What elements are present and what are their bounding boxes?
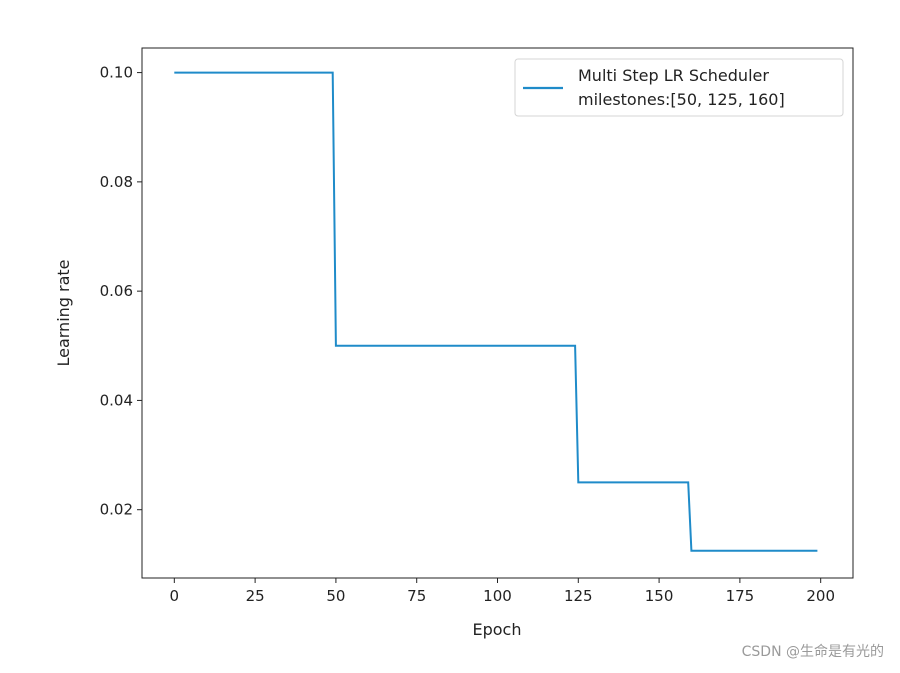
x-tick-label: 0 xyxy=(170,587,180,605)
x-axis-label: Epoch xyxy=(473,620,522,639)
x-tick-label: 50 xyxy=(326,587,345,605)
series-layer xyxy=(174,71,818,552)
y-tick-label: 0.08 xyxy=(100,173,133,191)
x-tick-label: 100 xyxy=(483,587,512,605)
x-tick-label: 175 xyxy=(726,587,755,605)
legend-label-line-2: milestones:[50, 125, 160] xyxy=(578,90,785,109)
x-tick-label: 125 xyxy=(564,587,593,605)
x-axis: 0 25 50 75 100 125 150 175 200 xyxy=(170,578,835,605)
x-tick-label: 75 xyxy=(407,587,426,605)
y-tick-label: 0.10 xyxy=(100,64,133,82)
x-tick-label: 200 xyxy=(806,587,835,605)
series-line xyxy=(174,71,818,552)
plot-frame xyxy=(141,47,854,579)
legend-box xyxy=(514,58,844,117)
y-axis: 0.02 0.04 0.06 0.08 0.10 xyxy=(100,64,142,519)
y-tick-label: 0.02 xyxy=(100,501,133,519)
x-tick-label: 25 xyxy=(246,587,265,605)
y-tick-label: 0.06 xyxy=(100,282,133,300)
legend: Multi Step LR Scheduler milestones:[50, … xyxy=(514,58,844,117)
y-tick-label: 0.04 xyxy=(100,391,133,409)
x-tick-label: 150 xyxy=(645,587,674,605)
y-axis-label: Learning rate xyxy=(54,259,73,366)
watermark: CSDN @生命是有光的 xyxy=(741,644,884,660)
legend-label-line-1: Multi Step LR Scheduler xyxy=(578,66,769,85)
